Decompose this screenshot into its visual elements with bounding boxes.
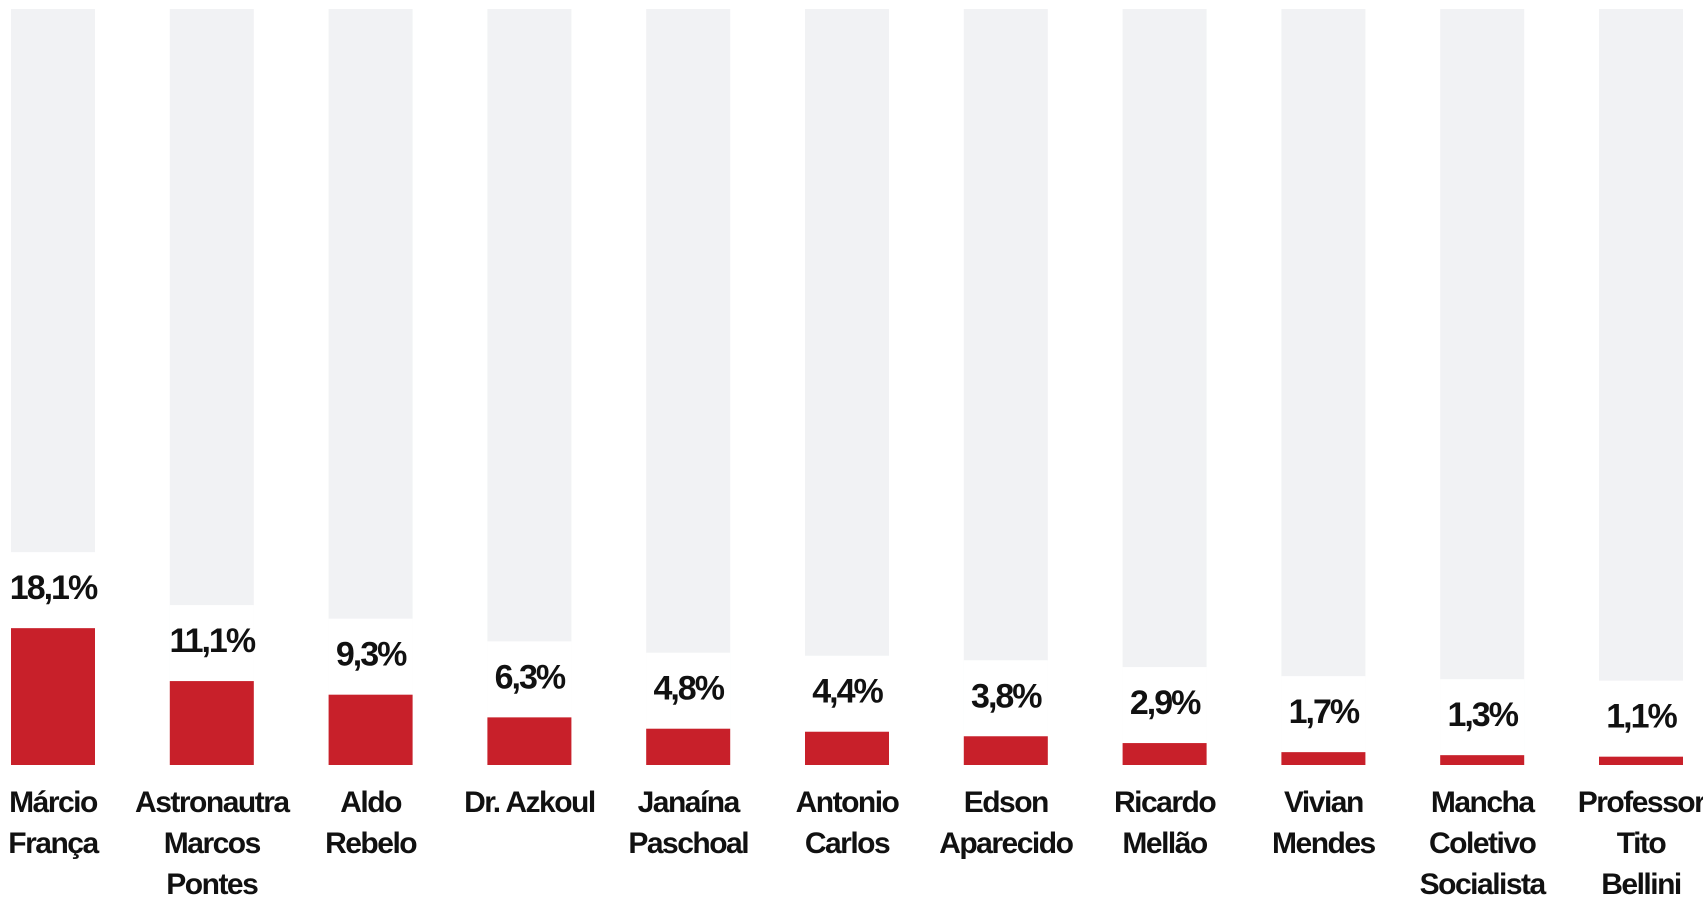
bar-track <box>805 9 889 765</box>
bar-track <box>1281 9 1366 765</box>
x-tick-label: Pontes <box>166 868 258 901</box>
value-label: 1,3% <box>1447 696 1518 734</box>
bar <box>11 628 95 765</box>
label-box <box>646 652 731 729</box>
value-label: 9,3% <box>336 636 407 674</box>
bar <box>1599 756 1683 765</box>
label-box <box>328 618 413 695</box>
bar <box>646 728 731 765</box>
value-label: 4,4% <box>812 673 883 711</box>
bar-track <box>963 9 1048 765</box>
x-tick-label: Antonio <box>796 786 900 819</box>
x-tick-label: Janaína <box>638 786 741 819</box>
bar <box>169 681 254 765</box>
bar <box>487 717 572 765</box>
x-tick-label: Paschoal <box>628 827 748 860</box>
x-tick-label: Mendes <box>1272 827 1376 860</box>
x-tick-label: Professor <box>1578 786 1703 819</box>
x-tick-label: Mancha <box>1431 786 1536 819</box>
label-box <box>169 605 254 682</box>
x-tick-label: Aparecido <box>939 827 1073 860</box>
label-box <box>11 552 95 629</box>
value-label: 11,1% <box>170 622 256 660</box>
x-tick-label: Carlos <box>805 827 890 860</box>
value-label: 3,8% <box>971 677 1042 715</box>
value-label: 18,1% <box>10 569 98 607</box>
label-box <box>1281 676 1366 753</box>
x-tick-label: Márcio <box>9 786 98 819</box>
value-label: 1,1% <box>1606 698 1677 736</box>
x-tick-label: Ricardo <box>1114 786 1216 819</box>
value-label: 2,9% <box>1130 684 1201 722</box>
bar-track <box>1122 9 1207 765</box>
bar <box>963 736 1048 765</box>
bar-track <box>1440 9 1525 765</box>
label-box <box>487 641 572 718</box>
value-label: 1,7% <box>1289 693 1360 731</box>
bar <box>805 731 889 765</box>
bar-track <box>1599 9 1683 765</box>
label-box <box>963 660 1048 737</box>
bar <box>1122 743 1207 765</box>
label-box <box>1599 680 1683 757</box>
x-tick-label: Mellão <box>1122 827 1208 860</box>
x-tick-label: Tito <box>1617 827 1667 860</box>
label-box <box>805 655 889 732</box>
x-tick-label: Dr. Azkoul <box>464 786 595 819</box>
x-tick-label: França <box>8 827 99 860</box>
x-tick-label: Socialista <box>1420 868 1547 901</box>
x-tick-label: Astronautra <box>135 786 290 819</box>
x-tick-label: Vivian <box>1284 786 1363 819</box>
bar-track <box>487 9 572 765</box>
label-box <box>1440 679 1525 756</box>
x-tick-label: Edson <box>964 786 1048 819</box>
value-label: 4,8% <box>653 670 724 708</box>
x-tick-label: Coletivo <box>1429 827 1537 860</box>
label-box <box>1122 667 1207 744</box>
x-tick-label: Rebelo <box>325 827 417 860</box>
bar <box>1281 752 1366 765</box>
x-tick-label: Bellini <box>1601 868 1681 901</box>
bar-track <box>646 9 731 765</box>
bar <box>328 694 413 765</box>
value-label: 6,3% <box>495 658 566 696</box>
bar <box>1440 755 1525 765</box>
x-tick-label: Aldo <box>340 786 402 819</box>
x-tick-label: Marcos <box>164 827 261 860</box>
